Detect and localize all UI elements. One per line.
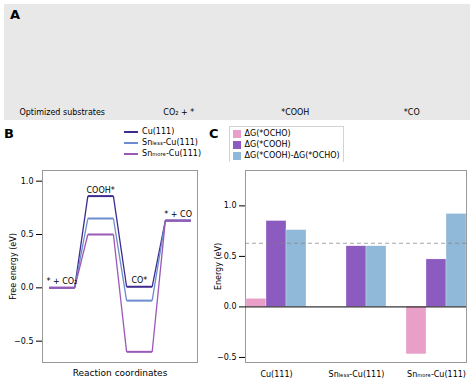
svg-text:CO*: CO* [131, 276, 147, 285]
svg-text:* + CO₂: * + CO₂ [46, 277, 77, 286]
svg-text:Reaction coordinates: Reaction coordinates [73, 368, 168, 378]
html-text:Snₘₒᵣₑ-Cu(111): Snₘₒᵣₑ-Cu(111) [142, 149, 201, 158]
html-text:ΔG(*COOH)-ΔG(*OCHO): ΔG(*COOH)-ΔG(*OCHO) [244, 151, 340, 160]
svg-text:Free energy (eV): Free energy (eV) [9, 233, 18, 300]
svg-text:* + CO: * + CO [164, 210, 192, 219]
html-text:Cu(111): Cu(111) [142, 127, 175, 136]
svg-text:−0.5: −0.5 [14, 337, 33, 346]
html-text:*CO: *CO [403, 108, 420, 117]
html-text:C: C [209, 126, 219, 141]
html-text:CO₂ + *: CO₂ + * [163, 108, 195, 117]
html-text:Optimized substrates: Optimized substrates [19, 108, 105, 117]
svg-text:Snₗₑₛₛ-Cu(111): Snₗₑₛₛ-Cu(111) [329, 370, 385, 379]
html-text:A: A [10, 7, 21, 22]
html-text:Snₗₑₛₛ-Cu(111): Snₗₑₛₛ-Cu(111) [142, 138, 198, 147]
svg-text:0.5: 0.5 [21, 230, 34, 239]
svg-text:Cu(111): Cu(111) [260, 370, 292, 379]
svg-text:0.0: 0.0 [21, 283, 34, 292]
svg-text:Energy (eV): Energy (eV) [214, 243, 223, 290]
html-text:B: B [4, 126, 14, 141]
svg-text:0.0: 0.0 [224, 302, 237, 311]
svg-text:−0.5: −0.5 [217, 353, 236, 362]
svg-text:1.0: 1.0 [224, 201, 237, 210]
html-text:ΔG(*COOH): ΔG(*COOH) [244, 140, 291, 149]
svg-text:0.5: 0.5 [224, 252, 237, 261]
html-text:*COOH: *COOH [281, 108, 310, 117]
svg-text:Snₘₒᵣₑ-Cu(111): Snₘₒᵣₑ-Cu(111) [407, 370, 466, 379]
svg-text:COOH*: COOH* [87, 186, 115, 195]
svg-text:1.0: 1.0 [21, 177, 34, 186]
html-text:ΔG(*OCHO): ΔG(*OCHO) [244, 129, 291, 138]
